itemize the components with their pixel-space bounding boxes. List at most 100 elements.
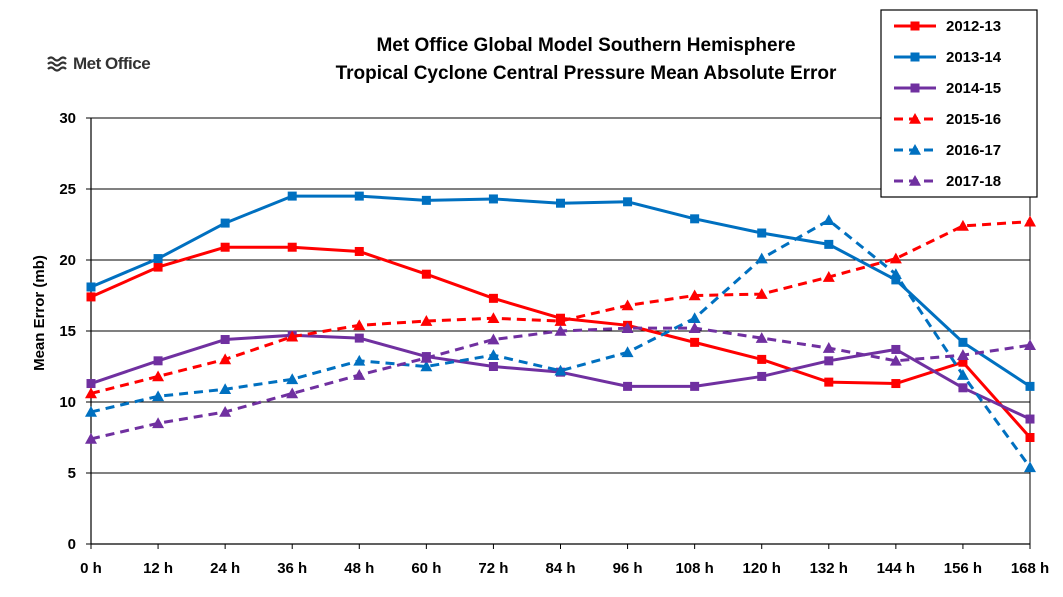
- legend-label: 2017-18: [946, 173, 1001, 190]
- data-point: [554, 325, 567, 336]
- data-point: [824, 239, 834, 249]
- legend-marker: [910, 52, 920, 62]
- data-point: [623, 381, 633, 391]
- y-tick-label: 0: [68, 536, 76, 553]
- data-point: [688, 312, 701, 324]
- data-point: [554, 315, 567, 326]
- legend-box: [880, 9, 1038, 198]
- series-line: [90, 194, 1031, 388]
- data-point: [757, 354, 767, 364]
- x-tick-label: 48 h: [344, 560, 374, 577]
- legend-item: 2012-13: [894, 18, 1001, 35]
- data-point: [757, 371, 767, 381]
- x-tick-label: 24 h: [210, 560, 240, 577]
- y-tick-label: 25: [59, 181, 76, 198]
- legend-item: 2013-14: [894, 49, 1002, 66]
- data-point: [822, 271, 835, 282]
- x-tick-label: 36 h: [277, 560, 307, 577]
- data-point: [219, 353, 232, 365]
- data-point: [889, 252, 902, 264]
- y-tick-label: 10: [59, 394, 76, 411]
- data-point: [153, 262, 163, 272]
- data-point: [958, 383, 968, 393]
- y-tick-label: 20: [59, 252, 76, 269]
- chart-title: Met Office Global Model Southern Hemisph…: [376, 35, 795, 56]
- x-tick-label: 12 h: [143, 560, 173, 577]
- legend-marker: [910, 21, 920, 31]
- data-point: [757, 228, 767, 238]
- data-point: [755, 332, 768, 343]
- data-point: [891, 344, 901, 354]
- legend: 2012-13 2013-14 2014-15 2015-16 2016-17 2017-…: [880, 9, 1038, 198]
- logo-text: Met Office: [73, 54, 150, 73]
- data-point: [420, 360, 433, 372]
- series-line: [90, 220, 1031, 395]
- data-point: [354, 191, 364, 201]
- data-point: [353, 369, 366, 380]
- data-point: [889, 268, 902, 279]
- data-point: [420, 351, 433, 363]
- legend-marker: [909, 144, 921, 155]
- data-point: [621, 346, 634, 358]
- series-line: [90, 333, 1031, 421]
- data-point: [824, 356, 834, 366]
- y-tick-label: 30: [59, 110, 76, 127]
- data-point: [152, 390, 165, 402]
- data-point: [219, 383, 232, 395]
- y-tick-label: 5: [68, 465, 76, 482]
- data-point: [1025, 414, 1035, 424]
- legend-label: 2012-13: [946, 18, 1001, 35]
- data-point: [891, 275, 901, 285]
- data-point: [353, 319, 366, 331]
- chart-subtitle: Tropical Cyclone Central Pressure Mean A…: [336, 63, 837, 84]
- data-point: [86, 282, 96, 292]
- legend-item: 2017-18: [894, 173, 1001, 190]
- x-tick-label: 108 h: [675, 560, 713, 577]
- x-tick-label: 96 h: [613, 560, 643, 577]
- legend-item: 2016-17: [894, 142, 1001, 159]
- data-point: [621, 322, 634, 333]
- x-tick-label: 132 h: [810, 560, 848, 577]
- data-point: [153, 254, 163, 264]
- x-tick-label: 72 h: [478, 560, 508, 577]
- data-point: [755, 288, 768, 299]
- data-point: [956, 219, 969, 231]
- legend-item: 2015-16: [894, 111, 1001, 128]
- data-point: [354, 333, 364, 343]
- data-point: [354, 246, 364, 256]
- series-layer: [85, 191, 1036, 473]
- x-tick-label: 168 h: [1011, 560, 1049, 577]
- data-point: [822, 214, 835, 226]
- data-point: [420, 315, 433, 326]
- series-2016-17: [85, 214, 1036, 473]
- data-point: [889, 354, 902, 366]
- data-point: [85, 387, 97, 399]
- data-point: [1024, 339, 1036, 350]
- data-point: [488, 293, 498, 303]
- data-point: [1024, 215, 1036, 227]
- x-tick-label: 156 h: [944, 560, 982, 577]
- x-tick-label: 0 h: [80, 560, 102, 577]
- data-point: [822, 342, 835, 353]
- met-office-logo: Met Office: [47, 54, 151, 73]
- data-point: [956, 369, 969, 380]
- legend-label: 2013-14: [946, 49, 1002, 66]
- data-point: [688, 322, 701, 333]
- data-point: [824, 377, 834, 387]
- data-point: [421, 269, 431, 279]
- data-point: [487, 312, 500, 324]
- data-point: [219, 405, 232, 417]
- series-2017-18: [85, 322, 1036, 444]
- data-point: [755, 252, 768, 264]
- data-point: [958, 337, 968, 347]
- data-point: [488, 362, 498, 371]
- data-point: [220, 335, 230, 345]
- x-tick-label: 84 h: [545, 560, 575, 577]
- data-point: [688, 289, 701, 301]
- data-point: [556, 198, 565, 208]
- legend-label: 2016-17: [946, 142, 1001, 159]
- data-point: [621, 299, 634, 311]
- data-point: [220, 218, 230, 228]
- data-point: [286, 387, 299, 399]
